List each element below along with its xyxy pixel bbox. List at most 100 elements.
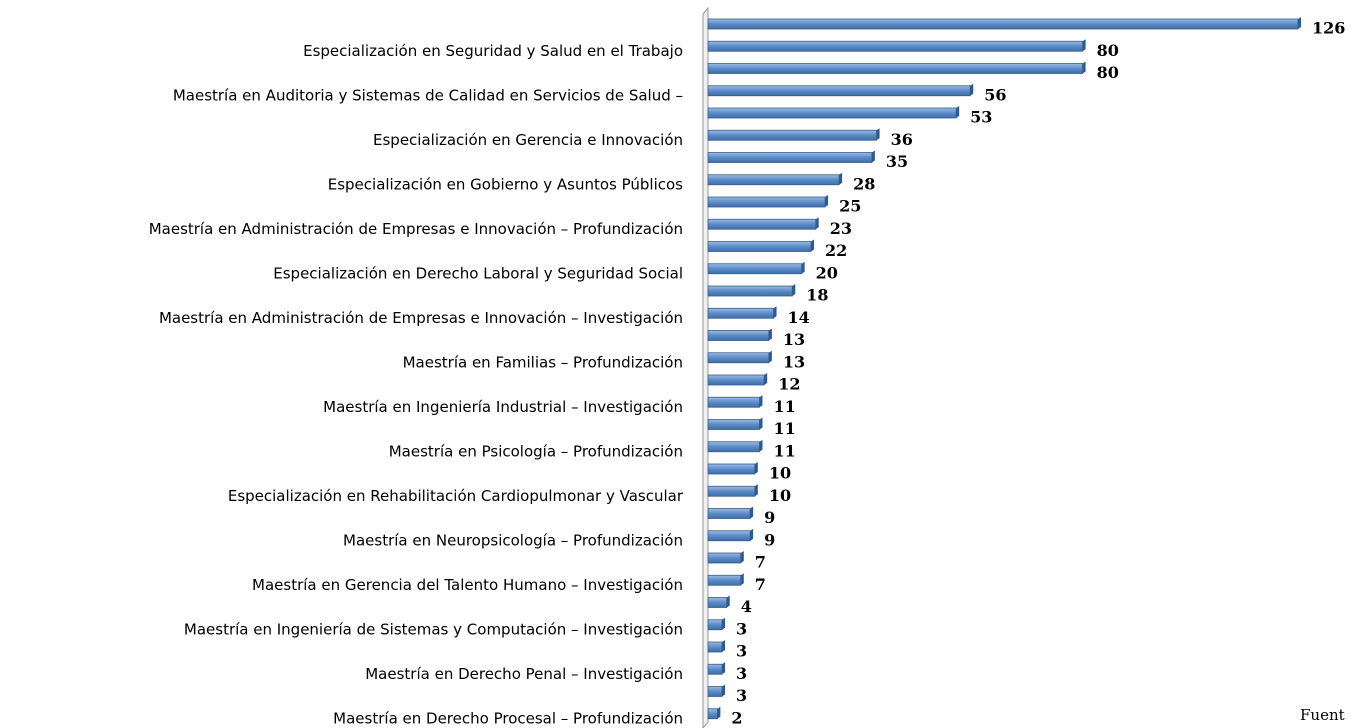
value-label: 11 bbox=[774, 441, 796, 460]
value-label: 3 bbox=[736, 686, 747, 705]
bar-cap bbox=[759, 439, 763, 452]
bar-cap bbox=[754, 484, 758, 497]
bar bbox=[707, 641, 723, 653]
bar-cap bbox=[956, 106, 960, 118]
bar bbox=[707, 686, 723, 697]
value-label: 126 bbox=[1312, 19, 1345, 38]
bar bbox=[707, 396, 760, 408]
bar bbox=[707, 218, 817, 230]
bar bbox=[707, 508, 751, 519]
bar bbox=[707, 152, 873, 163]
bar-cap bbox=[764, 373, 768, 385]
value-label: 4 bbox=[741, 597, 752, 616]
bar bbox=[707, 285, 793, 297]
category-label: Especialización en Gerencia e Innovación bbox=[373, 131, 683, 149]
bar bbox=[707, 129, 877, 141]
bar-cap bbox=[750, 528, 754, 541]
value-label: 14 bbox=[788, 308, 810, 327]
value-label: 3 bbox=[736, 664, 747, 683]
bar-cap bbox=[768, 328, 772, 341]
value-label: 13 bbox=[783, 330, 805, 349]
bar-cap bbox=[740, 573, 744, 586]
bar bbox=[707, 107, 957, 119]
bar bbox=[707, 330, 770, 341]
bar-cap bbox=[811, 239, 815, 252]
bar bbox=[707, 374, 765, 386]
category-label: Maestría en Ingeniería de Sistemas y Com… bbox=[184, 620, 683, 638]
value-label: 28 bbox=[853, 174, 875, 193]
axis-wall bbox=[702, 6, 709, 728]
value-label: 3 bbox=[736, 619, 747, 638]
category-label: Maestría en Familias – Profundización bbox=[403, 353, 683, 371]
bar bbox=[707, 597, 728, 608]
bar-cap bbox=[839, 172, 843, 185]
value-label: 11 bbox=[774, 397, 796, 416]
category-label: Maestría en Ingeniería Industrial – Inve… bbox=[323, 398, 683, 416]
category-label: Especialización en Seguridad y Salud en … bbox=[303, 42, 683, 60]
value-label: 13 bbox=[783, 352, 805, 371]
value-label: 80 bbox=[1097, 63, 1119, 82]
value-label: 3 bbox=[736, 642, 747, 661]
category-label: Maestría en Gerencia del Talento Humano … bbox=[252, 576, 683, 594]
bar-cap bbox=[750, 506, 754, 519]
bar bbox=[707, 241, 812, 252]
value-label: 53 bbox=[970, 108, 992, 127]
value-label: 10 bbox=[769, 464, 791, 483]
category-label: Especialización en Gobierno y Asuntos Pú… bbox=[328, 175, 683, 193]
bar-cap bbox=[717, 706, 721, 719]
value-label: 2 bbox=[731, 708, 742, 727]
source-note: Fuent bbox=[1300, 706, 1345, 724]
bar bbox=[707, 663, 723, 675]
category-label: Especialización en Rehabilitación Cardio… bbox=[228, 487, 684, 505]
category-label: Maestría en Psicología – Profundización bbox=[389, 442, 683, 460]
bar-cap bbox=[792, 284, 796, 296]
value-label: 35 bbox=[886, 152, 908, 171]
value-label: 7 bbox=[755, 553, 766, 572]
value-label: 12 bbox=[778, 375, 800, 394]
bar-cap bbox=[726, 595, 730, 608]
bar-cap bbox=[722, 640, 726, 652]
bar-cap bbox=[722, 662, 726, 675]
bar bbox=[707, 18, 1299, 30]
value-label: 25 bbox=[839, 197, 861, 216]
bar bbox=[707, 419, 760, 430]
value-label: 18 bbox=[806, 286, 828, 305]
bar bbox=[707, 85, 971, 97]
bar bbox=[707, 530, 751, 542]
bar-cap bbox=[1082, 61, 1086, 74]
value-label: 22 bbox=[825, 241, 847, 260]
bar-cap bbox=[722, 684, 726, 697]
category-label: Maestría en Derecho Procesal – Profundiz… bbox=[333, 709, 683, 727]
bar-cap bbox=[740, 551, 744, 563]
bar-cap bbox=[1298, 17, 1301, 29]
bar bbox=[707, 619, 723, 631]
category-label: Especialización en Derecho Laboral y Seg… bbox=[273, 264, 683, 282]
bar-cap bbox=[754, 462, 758, 474]
category-label: Maestría en Derecho Penal – Investigació… bbox=[365, 665, 683, 683]
value-label: 7 bbox=[755, 575, 766, 594]
bar bbox=[707, 63, 1084, 74]
value-label: 11 bbox=[774, 419, 796, 438]
bar bbox=[707, 174, 840, 186]
bar-cap bbox=[759, 417, 763, 430]
bar bbox=[707, 485, 756, 497]
value-label: 10 bbox=[769, 486, 791, 505]
value-label: 23 bbox=[830, 219, 852, 238]
bar-cap bbox=[773, 306, 777, 319]
category-label: Maestría en Administración de Empresas e… bbox=[159, 309, 683, 327]
bar-cap bbox=[768, 350, 772, 363]
bar bbox=[707, 307, 774, 319]
category-label: Maestría en Administración de Empresas e… bbox=[149, 220, 683, 238]
bar bbox=[707, 40, 1084, 52]
category-label: Maestría en Neuropsicología – Profundiza… bbox=[343, 531, 683, 549]
bar-cap bbox=[825, 195, 829, 207]
bar-cap bbox=[815, 217, 819, 230]
bar bbox=[707, 263, 803, 275]
bar bbox=[707, 441, 760, 453]
bar-cap bbox=[970, 83, 974, 96]
value-label: 9 bbox=[764, 530, 775, 549]
bar bbox=[707, 352, 770, 364]
bar bbox=[707, 574, 742, 586]
bar-cap bbox=[876, 128, 880, 141]
